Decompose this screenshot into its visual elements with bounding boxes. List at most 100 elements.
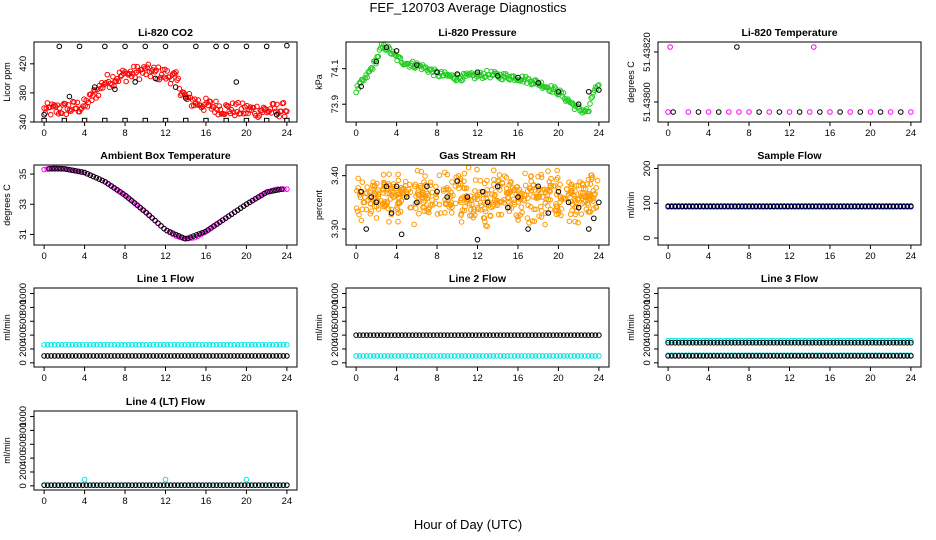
- panel-5-point: [908, 203, 914, 209]
- panel-6-point: [252, 342, 259, 348]
- panel-4-point: [427, 182, 434, 189]
- panel-0-xtick-label: 24: [282, 128, 293, 139]
- panel-8-point: [872, 339, 879, 346]
- panel-9-point: [136, 482, 142, 488]
- panel-4-point: [465, 165, 472, 171]
- panel-4-point: [436, 172, 443, 179]
- panel-4-point: [395, 171, 401, 178]
- panel-6-point: [273, 353, 280, 359]
- panel-3-xtick-label: 24: [282, 251, 293, 262]
- panel-4-point: [470, 214, 477, 221]
- panel-4-point: [393, 183, 400, 190]
- panel-4-point: [539, 186, 546, 193]
- panel-9-point: [175, 482, 181, 488]
- panel-4-point: [575, 219, 581, 226]
- panel-7-xtick-label: 8: [434, 373, 439, 384]
- panel-8-point: [774, 353, 780, 359]
- panel-1-ytick-label: 74.1: [330, 59, 341, 78]
- panel-2-point: [756, 109, 762, 115]
- panel-6-point: [262, 353, 269, 359]
- panel-0-point: [76, 43, 83, 50]
- panel-5-point: [802, 203, 809, 209]
- panel-8-point: [749, 339, 756, 346]
- panel-7-point: [353, 353, 359, 359]
- panel-5-point: [827, 203, 833, 209]
- panel-7-point: [589, 353, 595, 359]
- panel-4-point: [432, 200, 439, 207]
- panel-1-point: [538, 79, 545, 86]
- panel-8-point: [844, 339, 851, 346]
- panel-6-point: [182, 353, 188, 359]
- panel-4-point: [538, 214, 545, 220]
- panel-5-point: [672, 203, 678, 209]
- panel-8-point: [834, 339, 840, 346]
- panel-4-point: [535, 183, 541, 190]
- panel-1-xtick-label: 0: [353, 128, 358, 139]
- panel-8-point: [739, 339, 745, 346]
- panel-6-point: [58, 353, 65, 359]
- panel-0-point: [63, 111, 70, 118]
- panel-7-point: [557, 353, 563, 359]
- panel-9-point: [270, 482, 276, 488]
- panel-0-point: [123, 78, 129, 85]
- panel-5-point: [890, 203, 897, 209]
- panel-4-point: [536, 213, 542, 219]
- panel-9-point: [167, 482, 174, 488]
- panel-9-xtick-label: 24: [282, 496, 293, 507]
- panel-1-point: [386, 45, 393, 52]
- panel-1-title: Li-820 Pressure: [438, 27, 516, 39]
- panel-5-point: [837, 203, 844, 209]
- panel-7-point: [462, 332, 468, 338]
- panel-1-point: [378, 42, 385, 47]
- panel-2-xtick-label: 0: [665, 128, 670, 139]
- panel-4-point: [505, 195, 512, 202]
- panel-5-point: [753, 203, 759, 209]
- panel-5-ylabel: ml/min: [626, 192, 636, 219]
- panel-4-point: [492, 191, 498, 198]
- panel-4-point: [421, 179, 427, 185]
- panel-9-ytick-label: 200: [18, 464, 29, 480]
- panel-7-point: [539, 353, 546, 359]
- panel-3-point: [87, 172, 94, 178]
- panel-1-point: [383, 44, 390, 51]
- panel-1-point: [426, 66, 433, 73]
- panel-5-point: [851, 203, 858, 209]
- panel-8-point: [865, 339, 872, 346]
- panel-3-point: [276, 186, 282, 193]
- panel-4-point: [427, 179, 434, 186]
- panel-8-point: [904, 353, 911, 359]
- panel-6-point: [62, 353, 69, 359]
- panel-5-point: [746, 203, 752, 209]
- panel-6-point: [206, 353, 213, 359]
- panel-0-point: [247, 104, 254, 110]
- panel-4-point: [506, 200, 512, 206]
- panel-1-point: [494, 72, 501, 79]
- panel-3-point: [96, 176, 103, 182]
- panel-8-point: [848, 353, 854, 359]
- panel-7-point: [399, 332, 405, 338]
- panel-6-point: [164, 342, 171, 348]
- panel-4-point: [421, 208, 428, 214]
- panel-0-point: [41, 111, 47, 118]
- panel-4-point: [533, 206, 539, 213]
- panel-7-point: [596, 332, 602, 338]
- panel-4-point: [386, 171, 392, 178]
- panel-0-point: [122, 43, 128, 50]
- panel-0-point: [263, 117, 270, 122]
- panel-8-point: [707, 353, 714, 359]
- panel-7-point: [550, 353, 556, 359]
- panel-8-xtick-label: 16: [825, 373, 836, 384]
- panel-7-point: [497, 353, 504, 359]
- panel-4-point: [463, 185, 470, 191]
- panel-0-point: [91, 84, 98, 90]
- panel-9-point: [101, 482, 107, 488]
- panel-4-point: [511, 201, 518, 208]
- panel-4-point: [500, 197, 507, 203]
- panel-9-point: [55, 482, 61, 488]
- panel-1-xtick-label: 20: [553, 128, 564, 139]
- panel-3-point: [173, 231, 179, 238]
- panel-4-point: [477, 200, 484, 206]
- panel-8-point: [883, 353, 890, 359]
- panel-8-point: [795, 353, 802, 359]
- panel-0-point: [65, 102, 72, 108]
